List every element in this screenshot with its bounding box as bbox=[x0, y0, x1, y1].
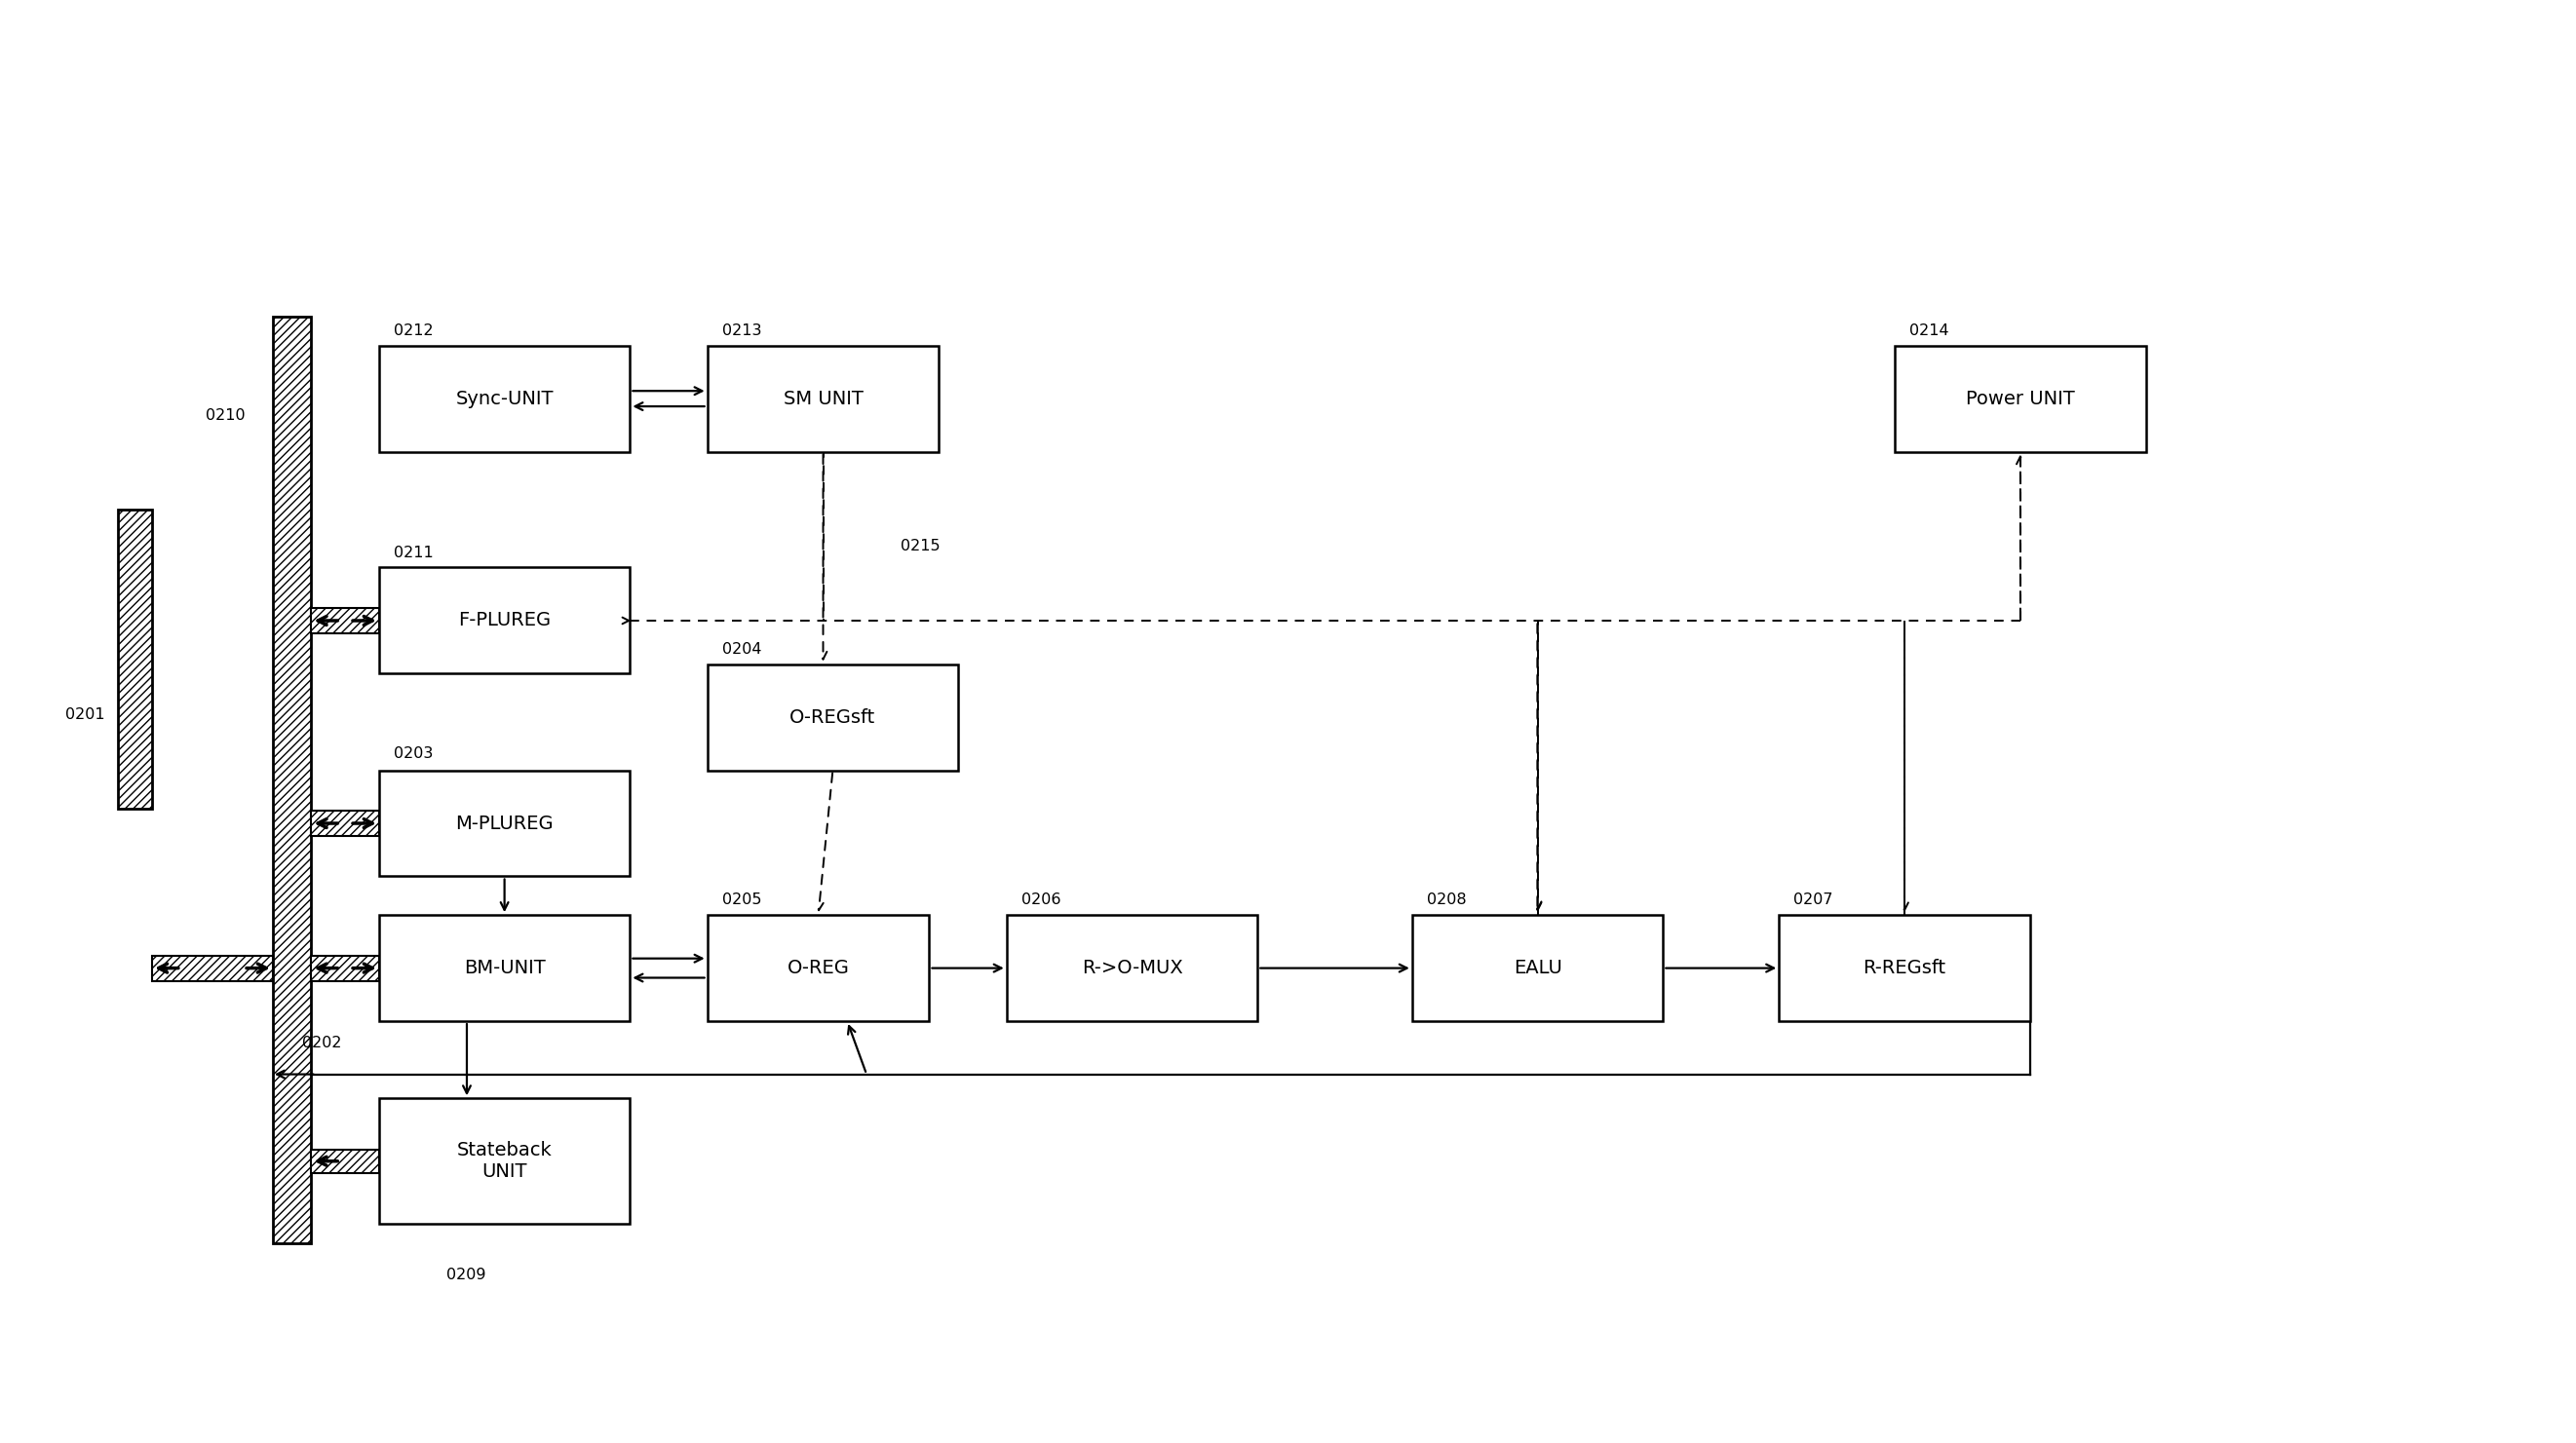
Text: 0205: 0205 bbox=[721, 893, 760, 908]
Bar bbox=[152, 955, 273, 981]
Text: O-REG: O-REG bbox=[788, 958, 850, 977]
Text: 0206: 0206 bbox=[1020, 893, 1061, 908]
Bar bbox=[1412, 915, 1664, 1022]
Bar bbox=[379, 1098, 631, 1224]
Text: Power UNIT: Power UNIT bbox=[1965, 390, 2074, 408]
Text: 0204: 0204 bbox=[721, 642, 760, 657]
Text: R-REGsft: R-REGsft bbox=[1862, 958, 1945, 977]
Text: BM-UNIT: BM-UNIT bbox=[464, 958, 546, 977]
Text: 0209: 0209 bbox=[446, 1267, 487, 1281]
Text: M-PLUREG: M-PLUREG bbox=[456, 814, 554, 833]
Text: EALU: EALU bbox=[1512, 958, 1561, 977]
Text: 0214: 0214 bbox=[1909, 323, 1950, 338]
Bar bbox=[379, 915, 631, 1022]
Text: O-REGsft: O-REGsft bbox=[791, 709, 876, 726]
Bar bbox=[312, 1150, 379, 1173]
Bar bbox=[312, 811, 379, 835]
Text: SM UNIT: SM UNIT bbox=[783, 390, 863, 408]
Text: Stateback
UNIT: Stateback UNIT bbox=[456, 1141, 551, 1182]
Bar bbox=[379, 567, 631, 674]
Bar bbox=[312, 955, 379, 981]
Text: 0210: 0210 bbox=[206, 408, 245, 423]
Text: 0213: 0213 bbox=[721, 323, 760, 338]
Text: Sync-UNIT: Sync-UNIT bbox=[456, 390, 554, 408]
Bar bbox=[379, 771, 631, 876]
Text: R->O-MUX: R->O-MUX bbox=[1082, 958, 1182, 977]
Bar bbox=[273, 316, 312, 1244]
Bar bbox=[708, 345, 940, 452]
Bar bbox=[379, 345, 631, 452]
Text: 0203: 0203 bbox=[394, 746, 433, 760]
Bar bbox=[1780, 915, 2030, 1022]
Text: 0212: 0212 bbox=[394, 323, 433, 338]
Text: 0208: 0208 bbox=[1427, 893, 1466, 908]
Bar bbox=[312, 608, 379, 633]
Bar bbox=[312, 811, 379, 835]
Text: 0207: 0207 bbox=[1793, 893, 1834, 908]
Bar bbox=[312, 955, 379, 981]
Text: 0211: 0211 bbox=[394, 545, 433, 560]
Text: 0201: 0201 bbox=[64, 707, 106, 722]
Bar bbox=[118, 509, 152, 810]
Bar bbox=[152, 955, 273, 981]
Bar bbox=[1896, 345, 2146, 452]
Bar bbox=[708, 664, 958, 771]
Bar bbox=[1007, 915, 1257, 1022]
Text: F-PLUREG: F-PLUREG bbox=[459, 612, 551, 631]
Bar bbox=[708, 915, 930, 1022]
Text: 0202: 0202 bbox=[301, 1036, 340, 1051]
Text: 0215: 0215 bbox=[902, 538, 940, 553]
Bar bbox=[312, 608, 379, 633]
